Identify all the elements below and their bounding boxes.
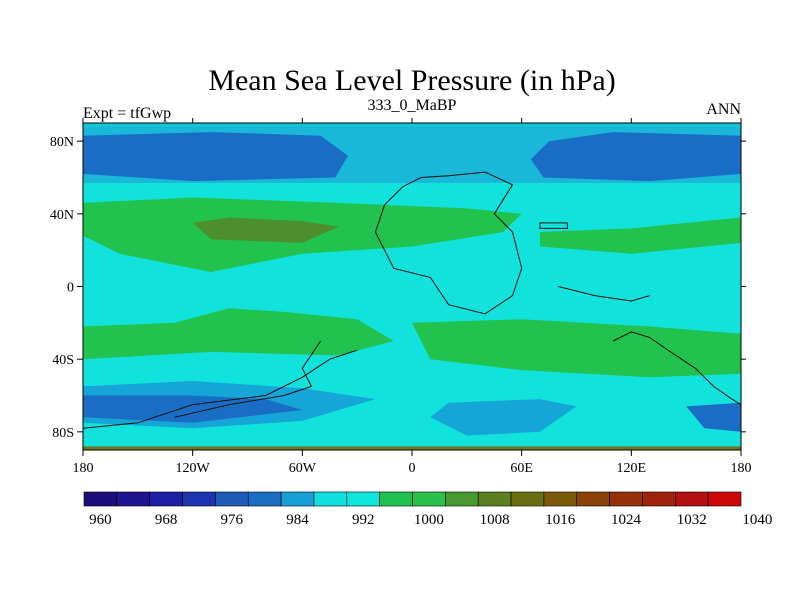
colorbar-label: 1000: [414, 512, 444, 528]
region-south-subtropical-high-east: [412, 319, 741, 378]
x-tick-label: 120E: [617, 461, 647, 476]
x-tick-label: 180: [731, 461, 752, 476]
y-tick-label: 40S: [52, 353, 74, 368]
y-tick-label: 80S: [52, 426, 74, 441]
region-north-subtropical-high-east: [539, 217, 741, 254]
colorbar-label: 976: [221, 512, 244, 528]
colorbar-swatch: [445, 491, 479, 507]
region-southern-low-east: [430, 399, 577, 436]
colorbar-swatch: [280, 491, 315, 507]
x-tick-label: 120W: [176, 461, 211, 476]
colorbar-label: 968: [155, 512, 178, 528]
chart-title: Mean Sea Level Pressure (in hPa): [208, 64, 615, 97]
colorbar-swatch: [116, 491, 150, 507]
x-tick-label: 0: [409, 461, 416, 476]
colorbar-swatch: [477, 491, 512, 507]
colorbar-swatch: [313, 491, 348, 507]
x-tick-label: 180: [73, 461, 94, 476]
colorbar-swatch: [83, 491, 118, 507]
colorbar-swatch: [609, 491, 643, 507]
region-southern-low-core: [83, 395, 303, 423]
region-north-pacific-low: [83, 132, 348, 182]
region-south-subtropical-high-west: [83, 308, 394, 360]
colorbar-swatch: [412, 491, 446, 507]
coastline-5: [539, 222, 568, 229]
region-north-high-core: [192, 217, 339, 243]
coastline-4: [612, 331, 741, 406]
colorbar-label: 992: [352, 512, 375, 528]
coastline-outlines: [83, 171, 741, 429]
colorbar-swatch: [215, 491, 249, 507]
pressure-field: [83, 123, 741, 450]
region-north-asia-low: [530, 132, 741, 182]
y-tick-label: 40N: [50, 208, 74, 223]
coastline-1: [83, 349, 358, 429]
colorbar-label: 1016: [545, 512, 576, 528]
colorbar: 960 968 976 984 992 1000 1008 1016 1024 1032 1040: [83, 491, 772, 528]
experiment-label: Expt = tfGwp: [83, 105, 171, 122]
colorbar-label: 960: [89, 512, 112, 528]
colorbar-swatch: [346, 491, 380, 507]
y-tick-label: 80N: [50, 135, 74, 150]
x-tick-label: 60E: [510, 461, 533, 476]
colorbar-label: 1008: [480, 512, 510, 528]
coastline-2: [174, 340, 322, 418]
run-label: 333_0_MaBP: [368, 97, 457, 114]
x-axis: 180 120W 60W 0 60E 120E 180: [73, 118, 752, 476]
colorbar-swatch: [247, 491, 282, 507]
region-south-polar-edge: [83, 446, 741, 450]
colorbar-swatch: [576, 491, 610, 507]
colorbar-label: 984: [286, 512, 309, 528]
colorbar-label: 1040: [742, 512, 772, 528]
colorbar-label: 1032: [677, 512, 707, 528]
colorbar-label: 1024: [611, 512, 642, 528]
y-axis: 80N 40N 0 40S 80S: [50, 135, 746, 441]
colorbar-swatch: [543, 491, 578, 507]
y-tick-label: 0: [67, 281, 74, 296]
colorbar-swatch: [379, 491, 413, 507]
coastline-0: [374, 171, 523, 315]
colorbar-swatch: [707, 491, 742, 507]
colorbar-swatch: [674, 491, 709, 507]
colorbar-swatch: [182, 491, 216, 507]
colorbar-swatch: [149, 491, 183, 507]
colorbar-swatch: [510, 491, 545, 507]
region-southern-low-far-east: [686, 402, 741, 432]
colorbar-swatch: [642, 491, 676, 507]
season-label: ANN: [706, 101, 741, 118]
x-tick-label: 60W: [289, 461, 317, 476]
region-arctic-high: [83, 123, 741, 127]
coastline-3: [558, 286, 650, 302]
